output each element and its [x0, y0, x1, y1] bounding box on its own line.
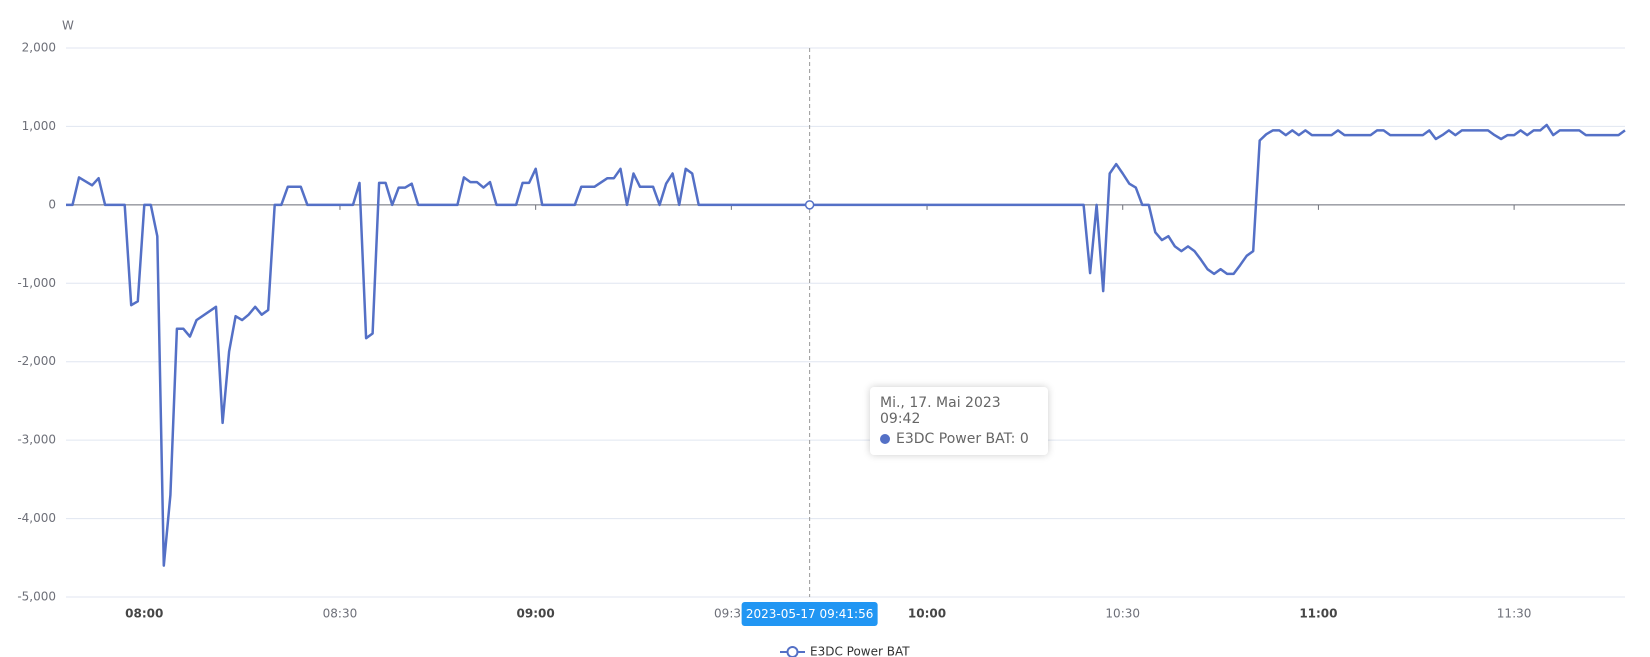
x-tick-label: 11:30 [1497, 607, 1532, 621]
y-tick-label: 1,000 [22, 119, 56, 133]
tooltip: Mi., 17. Mai 2023 09:42 E3DC Power BAT: … [870, 387, 1048, 455]
y-tick-label: 0 [48, 197, 56, 211]
x-tick-label: 09:00 [517, 607, 555, 621]
y-tick-label: -3,000 [17, 433, 56, 447]
y-tick-label: -1,000 [17, 276, 56, 290]
data-line [66, 123, 1626, 567]
unit-label: W [62, 19, 74, 33]
x-tick-label: 10:00 [908, 607, 946, 621]
legend-marker [786, 646, 799, 657]
x-tick-label: 11:00 [1299, 607, 1337, 621]
tooltip-text: E3DC Power BAT: 0 [896, 431, 1029, 447]
hover-point [804, 200, 815, 210]
x-tick-label: 08:30 [323, 607, 358, 621]
legend: E3DC Power BAT [780, 645, 910, 657]
y-tick-label: -5,000 [17, 590, 56, 604]
tooltip-title: Mi., 17. Mai 2023 09:42 [880, 395, 1001, 427]
x-tick-label: 10:30 [1105, 607, 1140, 621]
axis-pointer-box [741, 602, 878, 626]
y-tick-label: -4,000 [17, 511, 56, 525]
x-tick-label: 08:00 [125, 607, 163, 621]
y-tick-label: -2,000 [17, 354, 56, 368]
legend-label: E3DC Power BAT [810, 645, 910, 657]
tooltip-row: E3DC Power BAT: 0 [880, 431, 1038, 447]
tooltip-dot [880, 434, 890, 444]
x-tick-label: 09:30 [714, 607, 749, 621]
axis-pointer-label: 2023-05-17 09:41:56 [746, 607, 873, 621]
y-tick-label: 2,000 [22, 41, 56, 55]
